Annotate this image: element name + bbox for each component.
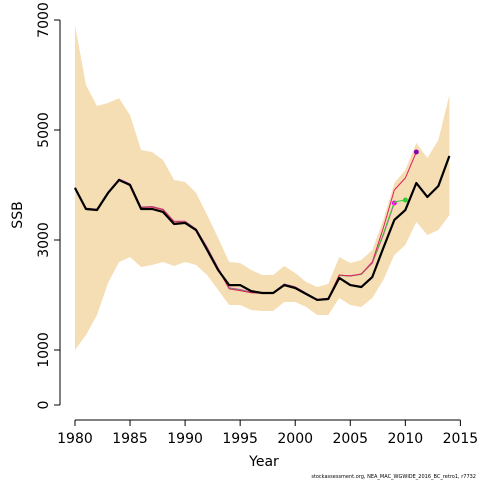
x-tick-label: 2010 [388,431,424,447]
x-tick-label: 2000 [277,431,313,447]
confidence-band [74,25,450,350]
x-tick-label: 2015 [443,431,479,447]
x-tick-label: 1985 [112,431,148,447]
y-axis-label: SSB [10,201,26,228]
retro-endpoint [413,149,419,155]
y-tick-label: 7000 [36,2,52,38]
series-line [74,155,451,302]
retro-endpoint [402,197,408,203]
y-tick-label: 5000 [36,112,52,148]
y-tick-label: 0 [36,401,52,410]
y-tick-label: 3000 [36,222,52,258]
y-tick-label: 1000 [36,332,52,368]
x-tick-label: 1990 [167,431,203,447]
x-tick-label: 1980 [57,431,93,447]
x-tick-label: 2005 [332,431,368,447]
footnote: stockassessment.org, NEA_MAC_WGWIDE_2016… [311,474,476,480]
x-tick-label: 1995 [222,431,258,447]
x-axis-label: Year [248,454,279,470]
